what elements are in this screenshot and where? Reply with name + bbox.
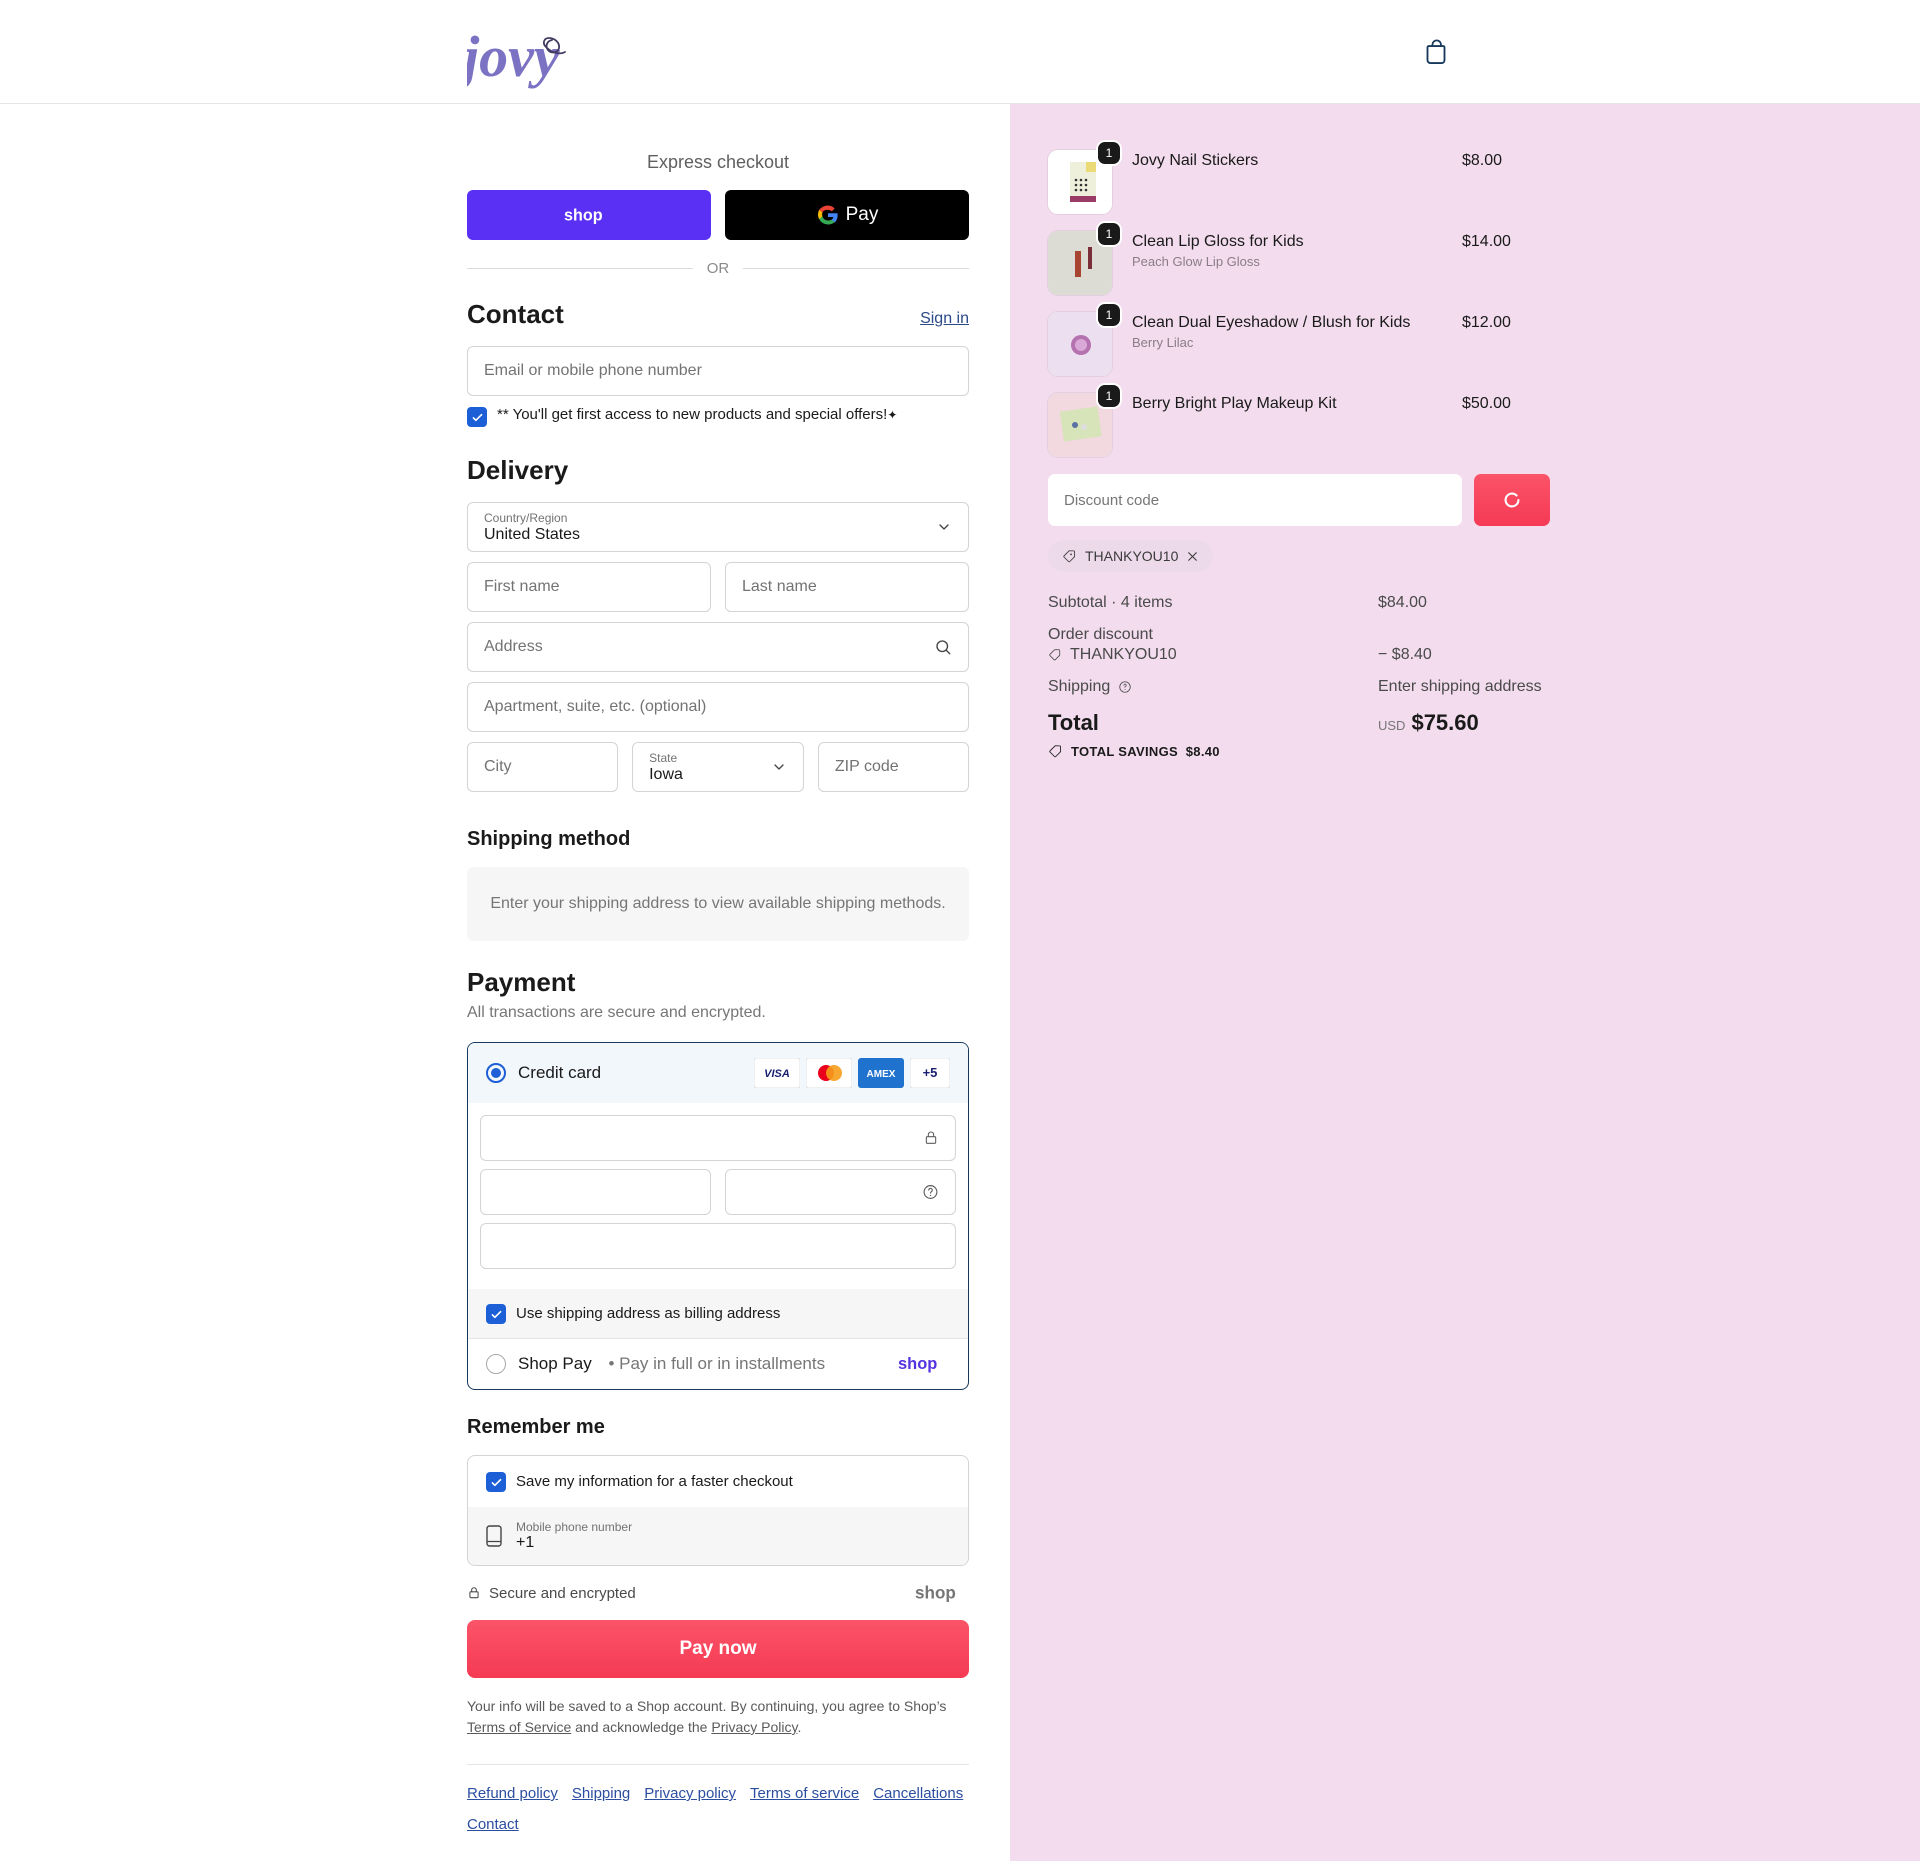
svg-text:shop: shop <box>898 1355 937 1373</box>
svg-text:AMEX: AMEX <box>867 1069 896 1080</box>
svg-text:VISA: VISA <box>764 1068 790 1080</box>
svg-text:shop: shop <box>915 1584 956 1602</box>
svg-text:jovy: jovy <box>467 28 560 89</box>
svg-text:+5: +5 <box>923 1065 938 1080</box>
svg-text:shop: shop <box>564 207 603 224</box>
